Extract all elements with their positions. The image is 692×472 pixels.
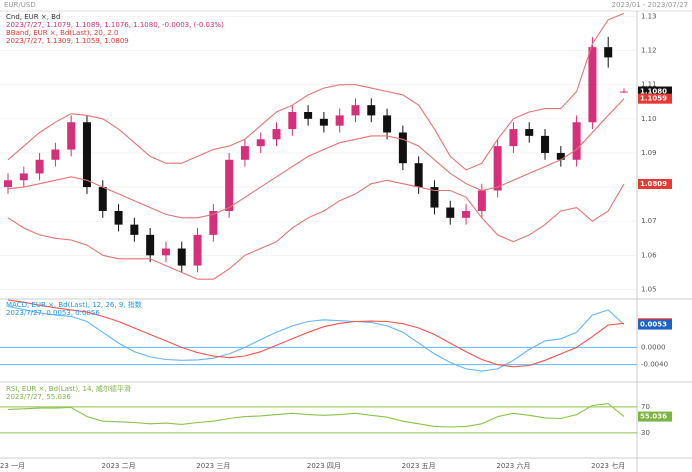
- series-line: [7, 299, 625, 368]
- candle-body: [319, 118, 328, 126]
- candle-body: [351, 105, 360, 116]
- y-tick-label: 0.0000: [641, 343, 666, 351]
- legend-text: 2023/7/27, 1.1309, 1.1059, 1.0809: [6, 37, 129, 45]
- price-tag-label: 1.1080: [640, 88, 667, 96]
- candle-body: [225, 159, 234, 211]
- candle-body: [209, 210, 218, 235]
- candle-body: [177, 248, 186, 266]
- date-range: 2023/01 - 2023/07/27: [612, 1, 688, 9]
- candle-body: [446, 207, 455, 218]
- x-tick-label: 2023 三月: [196, 462, 230, 470]
- candle-body: [367, 105, 376, 116]
- candle-body: [130, 224, 139, 235]
- x-tick-label: 2023 二月: [102, 462, 136, 470]
- candle-body: [272, 129, 281, 140]
- y-tick-label: 1.07: [641, 217, 657, 225]
- candle-body: [19, 173, 28, 181]
- candle-body: [556, 152, 565, 160]
- candle-body: [288, 111, 297, 130]
- candle-body: [146, 234, 155, 256]
- y-tick-label: 1.11: [641, 81, 657, 89]
- x-tick-label: 2023 一月: [0, 462, 25, 470]
- candle-body: [509, 129, 518, 147]
- y-tick-label: 1.05: [641, 285, 657, 293]
- price-tag: [638, 319, 672, 330]
- y-tick-label: 1.09: [641, 149, 657, 157]
- candle-body: [256, 139, 265, 147]
- y-tick-label: -0.0040: [641, 361, 668, 369]
- series-line: [7, 403, 625, 428]
- page-title: EUR/USD: [4, 1, 36, 9]
- candle-body: [98, 187, 107, 211]
- candle-body: [335, 115, 344, 126]
- price-tag: [638, 93, 672, 104]
- legend-text: BBand, EUR ×, Bd(Last), 20, 2.0: [6, 29, 118, 37]
- candle-body: [383, 115, 392, 133]
- series-line: [7, 12, 625, 171]
- candle-body: [82, 122, 91, 188]
- price-tag: [638, 179, 672, 190]
- x-tick-label: 2023 六月: [496, 461, 530, 470]
- price-tag: [638, 86, 672, 97]
- candle-body: [620, 91, 628, 93]
- candle-body: [114, 210, 123, 225]
- candle-body: [430, 187, 439, 208]
- candle-body: [541, 135, 550, 153]
- legend-text: MACD, EUR ×, Bd(Last), 12, 26, 9, 指数: [6, 300, 142, 309]
- price-tag-label: 0.0053: [640, 321, 667, 329]
- series-line: [7, 98, 625, 219]
- candle-body: [477, 190, 486, 211]
- price-tag: [638, 411, 672, 422]
- candle-body: [240, 146, 249, 160]
- candle-body: [398, 132, 407, 164]
- legend-text: Cnd, EUR ×, Bd: [6, 13, 60, 21]
- legend-text: RSI, EUR ×, Bd(Last), 14, 威尔德平滑: [6, 384, 131, 393]
- candle-body: [588, 47, 597, 123]
- candle-body: [493, 146, 502, 191]
- price-tag-label: 1.1059: [640, 95, 667, 103]
- legend-text: 2023/7/27, 1.1079, 1.1089, 1.1076, 1.108…: [6, 21, 224, 29]
- y-tick-label: 70: [641, 403, 650, 411]
- candle-body: [572, 122, 581, 160]
- y-tick-label: 1.06: [641, 251, 657, 259]
- y-tick-label: 1.12: [641, 47, 657, 55]
- candle-body: [161, 248, 170, 256]
- candle-body: [414, 163, 423, 188]
- candle-body: [604, 47, 613, 58]
- candle-body: [525, 129, 534, 136]
- legend-text: 2023/7/27, 0.0053, 0.0056: [6, 309, 100, 317]
- candle-body: [35, 159, 44, 174]
- y-tick-label: 1.13: [641, 12, 657, 20]
- candle-body: [193, 234, 202, 266]
- price-tag-label: 55.036: [640, 413, 667, 421]
- x-tick-label: 2023 七月: [591, 461, 625, 470]
- series-line: [7, 305, 625, 372]
- x-tick-label: 2023 五月: [402, 462, 436, 470]
- legend-text: 2023/7/27, 55.036: [6, 393, 71, 401]
- series-line: [7, 179, 625, 280]
- y-tick-label: 1.10: [641, 115, 657, 123]
- candle-body: [304, 111, 313, 119]
- candle-body: [67, 122, 76, 150]
- candle-body: [4, 180, 12, 188]
- candle-body: [462, 210, 471, 218]
- y-tick-label: 30: [641, 429, 650, 437]
- candle-body: [51, 149, 60, 160]
- x-tick-label: 2023 四月: [307, 462, 341, 470]
- price-tag-label: 1.0809: [640, 180, 667, 188]
